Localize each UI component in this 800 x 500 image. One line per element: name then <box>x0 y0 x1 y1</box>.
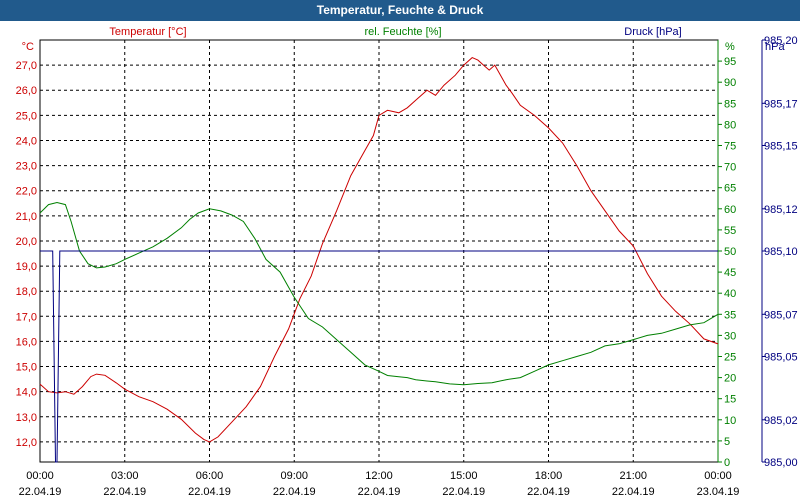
humidity-tick-label: 25 <box>724 352 736 364</box>
temperature-tick-label: 18,0 <box>16 286 37 298</box>
temperature-tick-label: 15,0 <box>16 362 37 374</box>
pressure-axis-label: Druck [hPa] <box>624 26 681 38</box>
pressure-tick-label: 985,20 <box>764 35 798 47</box>
temperature-tick-label: 24,0 <box>16 135 37 147</box>
pressure-tick-label: 985,05 <box>764 352 798 364</box>
x-tick-date: 22.04.19 <box>612 486 655 498</box>
temperature-tick-label: 13,0 <box>16 412 37 424</box>
temperature-tick-label: 25,0 <box>16 110 37 122</box>
pressure-tick-label: 985,15 <box>764 141 798 153</box>
pressure-tick-label: 985,10 <box>764 246 798 258</box>
x-tick-date: 22.04.19 <box>358 486 401 498</box>
x-tick-time: 15:00 <box>450 470 478 482</box>
humidity-tick-label: 40 <box>724 288 736 300</box>
x-tick-time: 06:00 <box>196 470 224 482</box>
temperature-tick-label: 16,0 <box>16 336 37 348</box>
x-tick-time: 00:00 <box>26 470 54 482</box>
x-tick-date: 22.04.19 <box>103 486 146 498</box>
x-tick-time: 09:00 <box>280 470 308 482</box>
humidity-axis-label: rel. Feuchte [%] <box>364 26 441 38</box>
pressure-axis-area <box>762 40 800 462</box>
series-line-humidity <box>39 201 719 386</box>
humidity-tick-label: 90 <box>724 77 736 89</box>
temperature-tick-label: 14,0 <box>16 387 37 399</box>
pressure-tick-label: 985,02 <box>764 415 798 427</box>
x-tick-time: 03:00 <box>111 470 139 482</box>
x-tick-time: 12:00 <box>365 470 393 482</box>
x-tick-time: 18:00 <box>535 470 563 482</box>
temperature-tick-label: 12,0 <box>16 437 37 449</box>
humidity-tick-label: 60 <box>724 204 736 216</box>
series-line-temperature <box>39 57 719 443</box>
temperature-tick-label: 19,0 <box>16 261 37 273</box>
humidity-tick-label: 30 <box>724 330 736 342</box>
temperature-tick-label: 20,0 <box>16 236 37 248</box>
x-tick-date: 22.04.19 <box>273 486 316 498</box>
temperature-tick-label: 27,0 <box>16 60 37 72</box>
temperature-axis-label: Temperatur [°C] <box>109 26 186 38</box>
x-tick-date: 22.04.19 <box>188 486 231 498</box>
pressure-tick-label: 985,17 <box>764 98 798 110</box>
temperature-tick-label: 21,0 <box>16 211 37 223</box>
chart-canvas: 12,0 13,0 14,0 15,0 16,0 17,0 18,0 19,0 20,0 21,0… <box>16 26 800 498</box>
x-tick-time: 21:00 <box>619 470 647 482</box>
humidity-tick-label: 85 <box>724 98 736 110</box>
humidity-tick-label: 45 <box>724 267 736 279</box>
x-tick-date: 22.04.19 <box>442 486 485 498</box>
pressure-tick-label: 985,00 <box>764 457 798 469</box>
humidity-tick-label: 55 <box>724 225 736 237</box>
pressure-unit-label: hPa <box>765 41 785 53</box>
humidity-tick-label: 0 <box>724 457 730 469</box>
humidity-tick-label: 5 <box>724 436 730 448</box>
humidity-tick-label: 35 <box>724 309 736 321</box>
humidity-tick-label: 15 <box>724 394 736 406</box>
humidity-tick-label: 10 <box>724 415 736 427</box>
temperature-tick-label: 22,0 <box>16 186 37 198</box>
humidity-tick-label: 95 <box>724 56 736 68</box>
humidity-tick-label: 20 <box>724 373 736 385</box>
x-tick-date: 22.04.19 <box>527 486 570 498</box>
x-tick-date: 22.04.19 <box>19 486 62 498</box>
temperature-tick-label: 26,0 <box>16 85 37 97</box>
pressure-tick-label: 985,07 <box>764 309 798 321</box>
window-title: Temperatur, Feuchte & Druck <box>0 0 800 21</box>
pressure-tick-label: 985,12 <box>764 204 798 216</box>
series-line-pressure <box>40 250 718 463</box>
humidity-tick-label: 50 <box>724 246 736 258</box>
x-tick-time: 00:00 <box>704 470 732 482</box>
humidity-tick-label: 70 <box>724 162 736 174</box>
humidity-tick-label: 80 <box>724 119 736 131</box>
temperature-unit-label: °C <box>22 41 34 53</box>
humidity-unit-label: % <box>725 41 735 53</box>
humidity-tick-label: 65 <box>724 183 736 195</box>
x-tick-date: 23.04.19 <box>697 486 740 498</box>
humidity-tick-label: 75 <box>724 141 736 153</box>
temperature-tick-label: 17,0 <box>16 311 37 323</box>
temperature-tick-label: 23,0 <box>16 161 37 173</box>
